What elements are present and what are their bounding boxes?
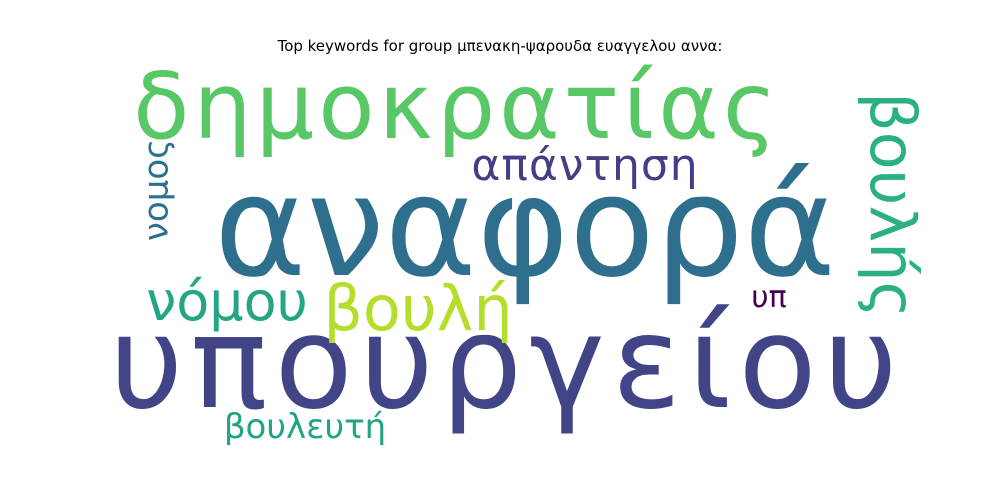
word-cloud-area [125, 60, 900, 448]
word-7: νομος [137, 139, 177, 241]
word-1: υπουργείου [109, 289, 904, 438]
word-2: δημοκρατίας [133, 53, 781, 160]
word-6: απάντηση [471, 140, 698, 191]
word-8: βουλευτή [224, 407, 386, 447]
word-3: βουλής [856, 92, 929, 318]
word-0: αναφορά [214, 146, 836, 309]
word-4: βουλή [323, 272, 512, 345]
chart-title: Top keywords for group μπενακη-ψαρουδα ε… [277, 37, 723, 55]
word-9: υπ [751, 280, 786, 315]
word-5: νόμου [146, 270, 308, 333]
